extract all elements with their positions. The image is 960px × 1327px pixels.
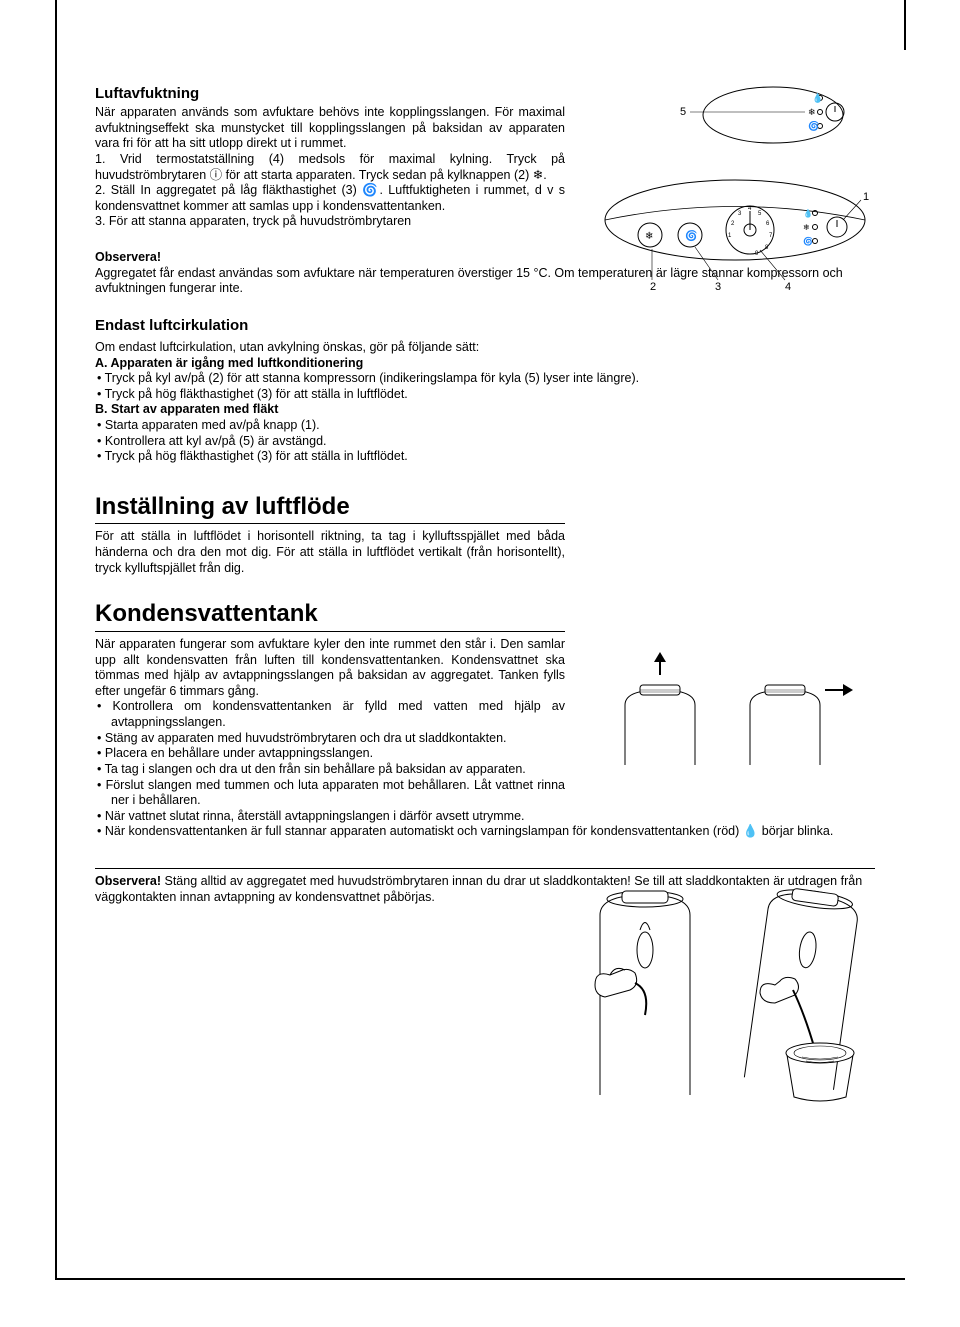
endast-b1: Starta apparaten med av/på knapp (1). xyxy=(111,418,875,434)
diagram-airflow xyxy=(590,650,870,770)
hr-installning xyxy=(95,523,565,524)
luftavfuktning-step-3: 3. För att stanna apparaten, tryck på hu… xyxy=(95,214,565,230)
kondens-b2: Placera en behållare under avtappningssl… xyxy=(111,746,565,762)
heading-kondens: Kondensvattentank xyxy=(95,600,565,628)
section-luftavfuktning: Luftavfuktning När apparaten används som… xyxy=(95,85,565,230)
kondens-b5: När vattnet slutat rinna, återställ avta… xyxy=(111,809,875,825)
kondens-intro: När apparaten fungerar som avfuktare kyl… xyxy=(95,637,565,700)
endast-b3: Tryck på hög fläkthastighet (3) för att … xyxy=(111,449,875,465)
diagram-control-panels: 💧 ❄ 🌀 5 ❄ 🌀 1 2 3 4 5 6 7 8 9 💧 ❄ 🌀 1 xyxy=(595,85,870,295)
endast-b2: Kontrollera att kyl av/på (5) är avstäng… xyxy=(111,434,875,450)
diagram-draining xyxy=(580,875,880,1105)
page-border-right-stub xyxy=(904,0,906,50)
panel-label-3: 3 xyxy=(715,281,721,293)
endast-intro: Om endast luftcirkulation, utan avkylnin… xyxy=(95,340,875,356)
svg-text:🌀: 🌀 xyxy=(685,229,697,242)
endast-a-title: A. Apparaten är igång med luftkonditione… xyxy=(95,356,875,372)
observera1-title: Observera! xyxy=(95,250,161,264)
kondens-b6: När kondensvattentanken är full stannar … xyxy=(111,824,875,840)
heading-endast: Endast luftcirkulation xyxy=(95,317,875,334)
luftavfuktning-intro: När apparaten används som avfuktare behö… xyxy=(95,105,565,152)
endast-a1: Tryck på kyl av/på (2) för att stanna ko… xyxy=(111,371,875,387)
kondens-b1: Stäng av apparaten med huvudströmbrytare… xyxy=(111,731,565,747)
kondens-b0: Kontrollera om kondensvattentanken är fy… xyxy=(111,699,565,730)
endast-a2: Tryck på hög fläkthastighet (3) för att … xyxy=(111,387,875,403)
section-kondens: Kondensvattentank När apparaten fungerar… xyxy=(95,600,565,808)
endast-b-list: Starta apparaten med av/på knapp (1). Ko… xyxy=(95,418,875,465)
hr-observera2 xyxy=(95,868,875,869)
control-panel-svg: 💧 ❄ 🌀 5 ❄ 🌀 1 2 3 4 5 6 7 8 9 💧 ❄ 🌀 1 xyxy=(595,85,870,295)
endast-a-list: Tryck på kyl av/på (2) för att stanna ko… xyxy=(95,371,875,402)
endast-a-title-text: A. Apparaten är igång med luftkonditione… xyxy=(95,356,363,370)
endast-b-title: B. Start av apparaten med fläkt xyxy=(95,402,875,418)
hr-kondens xyxy=(95,631,565,632)
heading-luftavfuktning: Luftavfuktning xyxy=(95,85,565,102)
svg-text:🌀: 🌀 xyxy=(808,120,819,131)
panel-label-1: 1 xyxy=(863,191,869,203)
svg-text:❄: ❄ xyxy=(645,231,653,242)
section-endast-luftcirkulation: Endast luftcirkulation Om endast luftcir… xyxy=(95,317,875,465)
heading-installning: Inställning av luftflöde xyxy=(95,493,565,521)
svg-text:❄: ❄ xyxy=(808,107,816,117)
luftavfuktning-step-2: 2. Ställ In aggregatet på låg fläkthasti… xyxy=(95,183,565,214)
endast-b-title-text: B. Start av apparaten med fläkt xyxy=(95,402,278,416)
section-installning: Inställning av luftflöde För att ställa … xyxy=(95,493,565,576)
kondens-list: Kontrollera om kondensvattentanken är fy… xyxy=(95,699,565,808)
luftavfuktning-step-1: 1. Vrid termostatställning (4) medsols f… xyxy=(95,152,565,183)
svg-text:💧: 💧 xyxy=(803,208,813,218)
kondens-b4: Förslut slangen med tummen och luta appa… xyxy=(111,778,565,809)
observera2-title: Observera! xyxy=(95,874,161,888)
svg-text:🌀: 🌀 xyxy=(803,236,813,246)
panel-label-5: 5 xyxy=(680,106,686,118)
kondens-b3: Ta tag i slangen och dra ut den från sin… xyxy=(111,762,565,778)
kondens-wide-bullets: När vattnet slutat rinna, återställ avta… xyxy=(95,809,875,840)
panel-label-2: 2 xyxy=(650,281,656,293)
installning-body: För att ställa in luftflödet i horisonte… xyxy=(95,529,565,576)
panel-label-4: 4 xyxy=(785,281,791,293)
svg-text:❄: ❄ xyxy=(803,223,810,232)
svg-text:💧: 💧 xyxy=(812,92,823,103)
